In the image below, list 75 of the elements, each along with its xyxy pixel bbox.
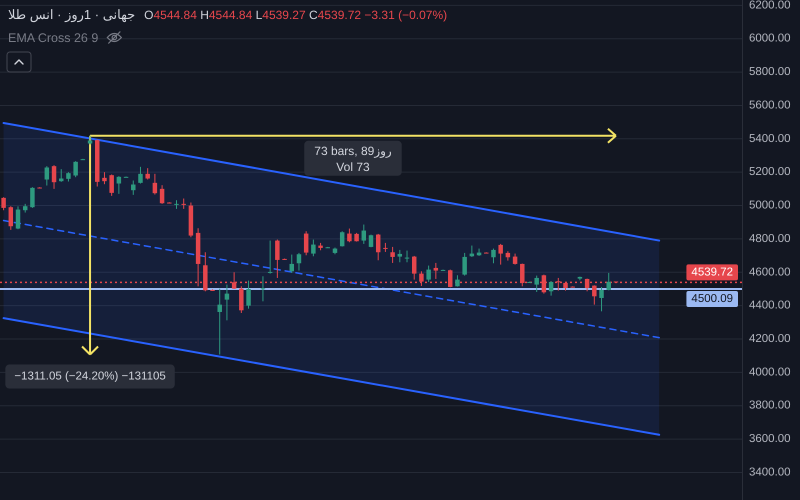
- candlestick: [102, 172, 107, 185]
- candlestick: [599, 286, 604, 312]
- candlestick: [606, 272, 611, 291]
- candlestick: [30, 186, 35, 208]
- y-tick-label: 4400.00: [749, 300, 791, 312]
- candlestick: [491, 248, 496, 264]
- text: O4544.84 H4544.84 L4539.27 C4539.72 −3.31 (−0.07%): [144, 8, 448, 22]
- candlestick: [340, 230, 344, 248]
- candlestick: [8, 206, 14, 230]
- candlestick: [1, 196, 6, 211]
- ref-line-label: 4500.09: [691, 292, 733, 305]
- y-tick-label: 5200.00: [749, 166, 791, 178]
- candlestick: [290, 254, 294, 274]
- candlestick: [131, 180, 136, 196]
- candlestick: [362, 224, 366, 244]
- y-tick-label: 6200.00: [749, 0, 791, 12]
- candlestick: [73, 160, 78, 178]
- candlestick: [138, 166, 143, 184]
- annotation: Vol 73: [336, 160, 370, 174]
- candlestick: [498, 243, 503, 266]
- y-tick-label: 3400.00: [749, 466, 791, 478]
- candlestick: [44, 166, 50, 186]
- candlestick: [304, 230, 308, 256]
- candlestick: [434, 262, 438, 280]
- candlestick: [470, 245, 474, 258]
- candlestick: [224, 284, 230, 321]
- candlestick: [109, 174, 114, 196]
- candlestick: [152, 173, 158, 196]
- y-tick-label: 4600.00: [749, 266, 791, 278]
- ref-line-label: 4539.72: [691, 266, 733, 278]
- text: جهانی · 1روز · انس طلا: [8, 7, 136, 23]
- candlestick: [59, 168, 64, 182]
- candlestick: [16, 206, 20, 230]
- candlestick: [404, 250, 410, 263]
- y-tick-label: 6000.00: [749, 32, 791, 45]
- candlestick: [260, 276, 266, 302]
- candlestick: [239, 286, 244, 314]
- candlestick: [268, 240, 272, 274]
- candlestick: [548, 280, 554, 296]
- y-tick-label: 3600.00: [749, 433, 791, 446]
- candlestick: [246, 280, 251, 310]
- candlestick: [462, 252, 467, 276]
- candlestick: [160, 184, 164, 204]
- candlestick: [592, 284, 597, 306]
- candlestick: [145, 168, 150, 180]
- candlestick: [398, 249, 402, 263]
- candlestick: [512, 253, 518, 266]
- y-tick-label: 4000.00: [749, 366, 791, 378]
- annotation: 73 bars, 89روز: [314, 144, 392, 158]
- candlestick: [311, 239, 316, 257]
- y-tick-label: 5000.00: [749, 200, 791, 212]
- candlestick: [217, 288, 222, 356]
- candlestick: [116, 176, 122, 194]
- candlestick: [368, 234, 374, 248]
- candlestick: [412, 255, 416, 280]
- candlestick: [426, 265, 431, 282]
- candlestick: [534, 275, 539, 292]
- y-tick-label: 5400.00: [749, 132, 791, 145]
- annotation: −1311.05 (−24.20%) −131105: [14, 370, 166, 383]
- candlestick: [347, 228, 352, 243]
- candlestick: [383, 242, 388, 252]
- y-tick-label: 4800.00: [749, 232, 791, 245]
- candlestick: [506, 250, 510, 262]
- annotation: EMA Cross 26 9: [8, 31, 98, 45]
- candlestick: [296, 252, 302, 272]
- candlestick: [376, 233, 380, 261]
- candlestick: [275, 239, 280, 278]
- y-tick-label: 4200.00: [749, 333, 791, 346]
- candlestick: [52, 164, 56, 190]
- candlestick: [181, 198, 186, 210]
- candlestick: [390, 246, 395, 264]
- y-tick-label: 3800.00: [749, 400, 791, 412]
- y-tick-label: 5600.00: [749, 99, 791, 112]
- candlestick: [66, 172, 71, 182]
- y-tick-label: 5800.00: [749, 66, 791, 78]
